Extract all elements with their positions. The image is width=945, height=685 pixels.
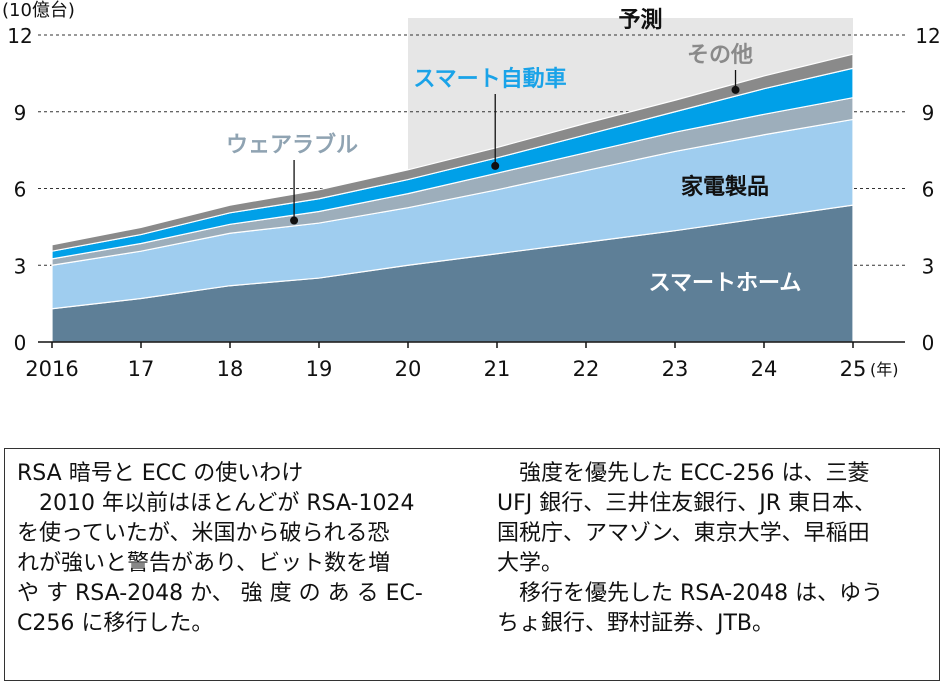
series-other-label: その他 <box>687 43 753 68</box>
x-tick-label: 23 <box>662 357 689 381</box>
x-tick-label: 19 <box>306 357 333 381</box>
series-smart-car-label: スマート自動車 <box>413 66 566 92</box>
y-tick-label-right: 6 <box>922 178 935 202</box>
note-line: や す RSA-2048 か、 強 度 の あ る EC- <box>17 581 423 606</box>
x-tick-label: 21 <box>484 357 511 381</box>
series-smart-car-dot <box>491 161 500 170</box>
y-unit-label: (10億台) <box>2 0 75 21</box>
note-line: 移行を優先した RSA-2048 は、ゆう <box>519 581 884 606</box>
note-left-column: RSA 暗号と ECC の使いわけ 2010 年以前はほとんどが RSA-102… <box>17 459 455 639</box>
series-label-appliances: 家電製品 <box>681 174 769 200</box>
note-line: 2010 年以前はほとんどが RSA-1024 <box>39 491 415 516</box>
series-wearable-label: ウェアラブル <box>226 132 358 158</box>
note-line: を使っていたが、米国から破られる恐 <box>17 521 390 546</box>
y-tick-label-left: 0 <box>14 331 27 355</box>
series-wearable-dot <box>290 216 299 225</box>
note-line: ちょ銀行、野村証券、JTB。 <box>497 611 775 636</box>
y-tick-label-left: 9 <box>14 101 27 125</box>
x-tick-label: 22 <box>573 357 600 381</box>
y-tick-label-right: 3 <box>922 254 935 278</box>
axes: 0 0 3 3 6 6 9 9 12 12 2016 17 18 19 20 21 22 23 24 25 <box>7 24 940 381</box>
x-tick-label: 18 <box>217 357 244 381</box>
x-tick-label: 24 <box>751 357 778 381</box>
x-tick-label: 2016 <box>25 357 78 381</box>
x-tick-label: 17 <box>128 357 155 381</box>
y-tick-label-left: 12 <box>7 24 32 48</box>
note-line: 国税庁、アマゾン、東京大学、早稲田 <box>497 521 870 546</box>
area-series <box>51 53 854 343</box>
note-title: RSA 暗号と ECC の使いわけ <box>17 461 304 486</box>
stacked-area-chart: 予測 0 0 3 3 6 6 9 9 12 12 2016 17 18 19 20 21 22 23 24 25 スマ… <box>2 0 941 381</box>
y-tick-label-right: 0 <box>922 331 935 355</box>
area-series-4 <box>51 53 854 252</box>
series-other-dot <box>731 85 740 94</box>
y-tick-label-right: 9 <box>922 101 935 125</box>
forecast-label: 予測 <box>618 8 662 33</box>
series-label-smart-home: スマートホーム <box>649 271 802 296</box>
y-tick-label-right: 12 <box>915 24 940 48</box>
note-line: 強度を優先した ECC-256 は、三菱 <box>519 461 870 486</box>
note-box: RSA 暗号と ECC の使いわけ 2010 年以前はほとんどが RSA-102… <box>4 448 940 681</box>
note-line: C256 に移行した。 <box>17 611 214 636</box>
x-tick-label: 25 <box>840 357 867 381</box>
y-tick-label-left: 3 <box>14 254 27 278</box>
note-right-column: 強度を優先した ECC-256 は、三菱 UFJ 銀行、三井住友銀行、JR 東日… <box>497 459 927 639</box>
note-line: れが強いと警告があり、ビット数を増 <box>17 551 391 576</box>
x-tick-label: 20 <box>395 357 422 381</box>
note-line: 大学。 <box>497 551 564 576</box>
x-unit-label: (年) <box>870 360 899 379</box>
y-tick-label-left: 6 <box>14 178 27 202</box>
note-line: UFJ 銀行、三井住友銀行、JR 東日本、 <box>497 491 877 516</box>
